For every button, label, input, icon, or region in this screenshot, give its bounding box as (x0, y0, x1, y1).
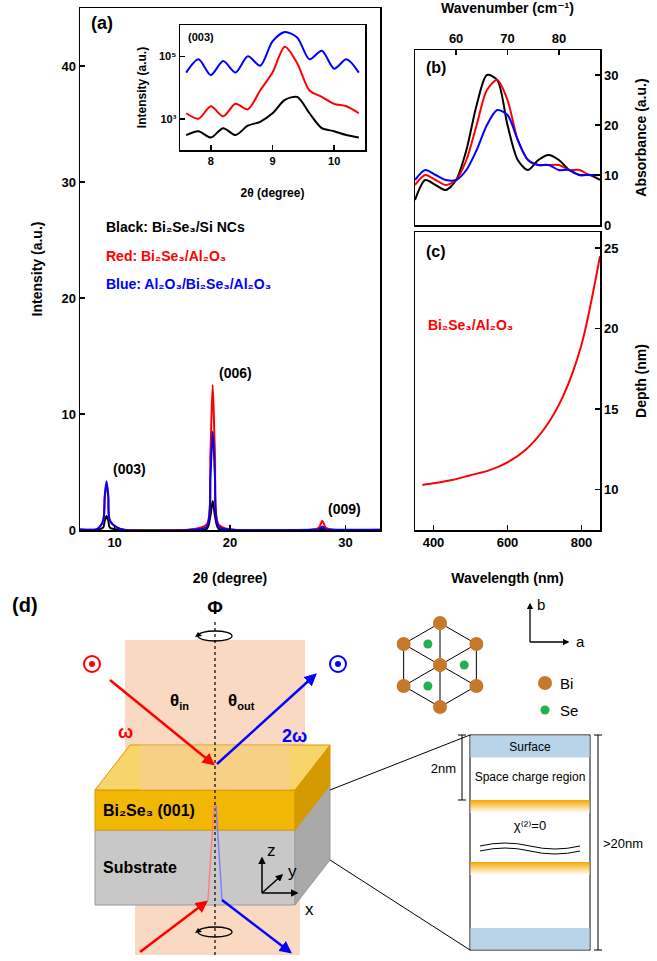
svg-text:10: 10 (328, 155, 340, 167)
svg-text:2θ (degree): 2θ (degree) (193, 570, 267, 586)
svg-text:θin: θin (170, 691, 189, 712)
svg-text:400: 400 (423, 535, 445, 550)
svg-text:600: 600 (497, 535, 519, 550)
svg-text:Space charge region: Space charge region (475, 770, 586, 784)
svg-text:(003): (003) (113, 461, 146, 477)
svg-text:15: 15 (604, 402, 618, 417)
svg-text:30: 30 (338, 535, 352, 550)
svg-text:2ω: 2ω (282, 726, 307, 746)
svg-text:ω: ω (118, 722, 133, 742)
svg-text:Surface: Surface (509, 740, 551, 754)
svg-text:9: 9 (269, 155, 275, 167)
svg-text:20: 20 (604, 118, 618, 133)
svg-text:Se: Se (560, 702, 578, 719)
svg-text:χ⁽²⁾=0: χ⁽²⁾=0 (514, 818, 546, 833)
svg-text:Wavelength (nm): Wavelength (nm) (451, 570, 563, 586)
svg-text:z: z (267, 841, 276, 860)
svg-text:2nm: 2nm (431, 761, 456, 776)
svg-text:80: 80 (552, 31, 566, 46)
svg-text:(003): (003) (188, 31, 214, 43)
svg-text:10: 10 (107, 535, 121, 550)
svg-text:Red: Bi₂Se₃/Al₂O₃: Red: Bi₂Se₃/Al₂O₃ (106, 248, 226, 264)
svg-text:Φ: Φ (207, 597, 223, 618)
svg-text:x: x (305, 900, 314, 919)
svg-text:70: 70 (500, 31, 514, 46)
svg-text:10⁵: 10⁵ (159, 50, 176, 62)
svg-text:b: b (537, 596, 545, 613)
svg-text:20: 20 (604, 321, 618, 336)
svg-text:20: 20 (61, 291, 75, 306)
svg-text:60: 60 (449, 31, 463, 46)
svg-text:30: 30 (61, 175, 75, 190)
svg-text:(b): (b) (426, 59, 446, 76)
svg-text:Depth (nm): Depth (nm) (633, 344, 649, 418)
svg-text:Intensity (a.u.): Intensity (a.u.) (135, 47, 149, 128)
svg-text:2θ (degree): 2θ (degree) (241, 186, 305, 200)
svg-text:0: 0 (604, 218, 611, 233)
svg-text:(a): (a) (91, 13, 113, 33)
svg-text:Bi₂Se₃/Al₂O₃: Bi₂Se₃/Al₂O₃ (428, 317, 513, 333)
svg-text:Black: Bi₂Se₃/Si NCs: Black: Bi₂Se₃/Si NCs (106, 219, 245, 235)
svg-text:25: 25 (604, 241, 618, 256)
svg-text:Wavenumber (cm⁻¹): Wavenumber (cm⁻¹) (441, 0, 574, 16)
svg-text:0: 0 (69, 523, 76, 538)
svg-text:>20nm: >20nm (603, 836, 643, 851)
svg-text:Bi₂Se₃ (001): Bi₂Se₃ (001) (103, 802, 195, 819)
svg-text:(c): (c) (426, 243, 446, 260)
svg-text:Intensity (a.u.): Intensity (a.u.) (29, 222, 45, 317)
svg-text:(009): (009) (328, 501, 361, 517)
svg-text:10: 10 (604, 482, 618, 497)
svg-text:a: a (576, 633, 585, 650)
svg-text:y: y (288, 862, 297, 881)
svg-text:Substrate: Substrate (103, 859, 177, 876)
svg-text:20: 20 (223, 535, 237, 550)
svg-text:30: 30 (604, 68, 618, 83)
svg-text:(006): (006) (219, 365, 252, 381)
svg-text:40: 40 (61, 59, 75, 74)
svg-text:8: 8 (208, 155, 214, 167)
svg-text:Blue: Al₂O₃/Bi₂Se₃/Al₂O₃: Blue: Al₂O₃/Bi₂Se₃/Al₂O₃ (106, 276, 271, 292)
svg-text:10³: 10³ (160, 113, 176, 125)
svg-text:10: 10 (61, 407, 75, 422)
svg-text:(d): (d) (12, 594, 38, 616)
svg-text:Absorbance (a.u.): Absorbance (a.u.) (633, 78, 649, 196)
svg-text:10: 10 (604, 168, 618, 183)
svg-text:800: 800 (571, 535, 593, 550)
svg-text:Bi: Bi (560, 675, 573, 692)
svg-text:θout: θout (228, 691, 255, 712)
